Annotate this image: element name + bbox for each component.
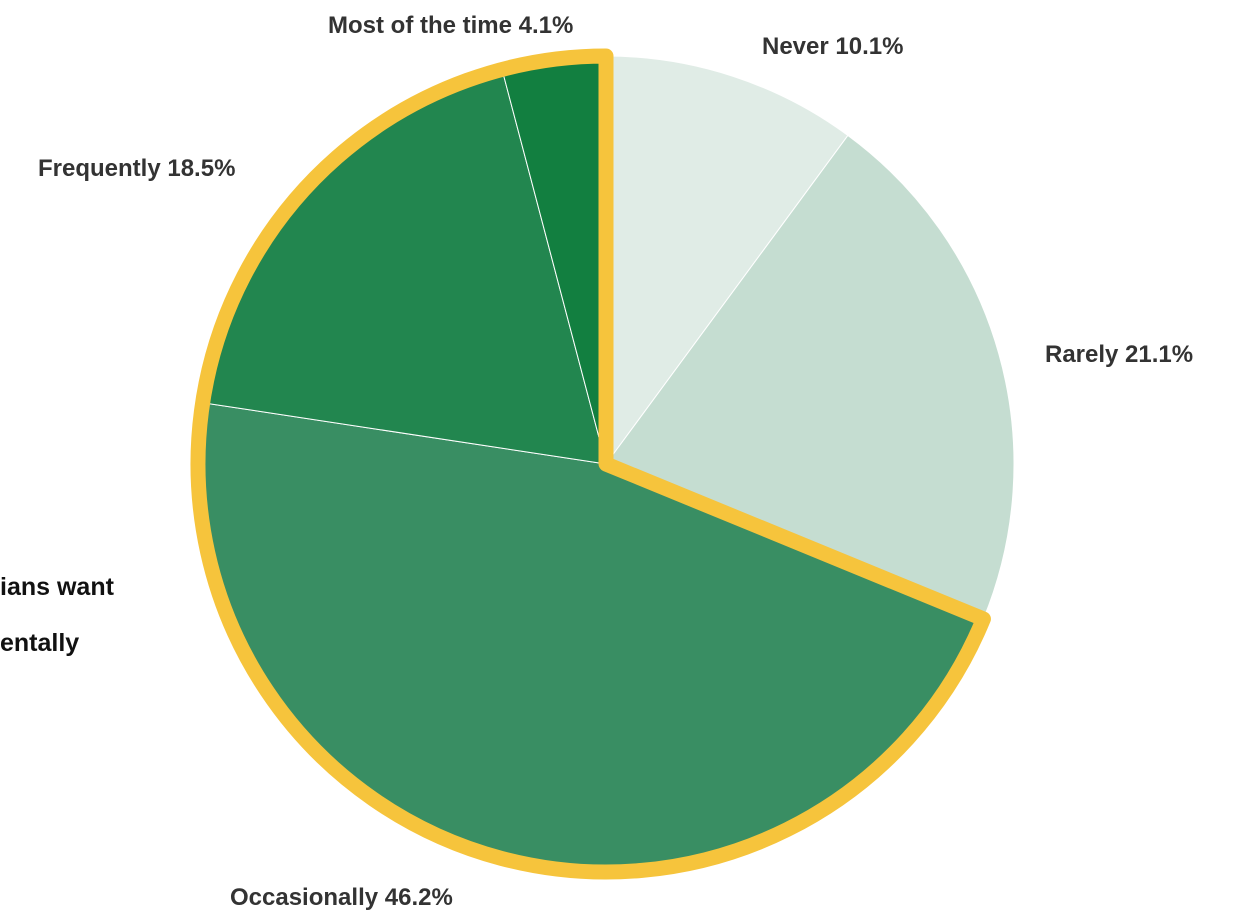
slice-label-frequently: Frequently 18.5% [38, 155, 235, 182]
slice-label-most-of-the-time: Most of the time 4.1% [328, 12, 573, 39]
slice-label-never: Never 10.1% [762, 33, 903, 60]
callout-line-1: ians want [0, 573, 115, 601]
slice-label-occasionally: Occasionally 46.2% [230, 884, 453, 911]
slice-labels: Never 10.1% Rarely 21.1% Occasionally 46… [38, 12, 1193, 911]
callout-line-2: entally [0, 629, 79, 657]
slice-label-rarely: Rarely 21.1% [1045, 341, 1193, 368]
highlight-outline [190, 48, 991, 880]
pie-slice-never [605, 55, 849, 466]
callout-text: ians want entally [0, 573, 115, 657]
